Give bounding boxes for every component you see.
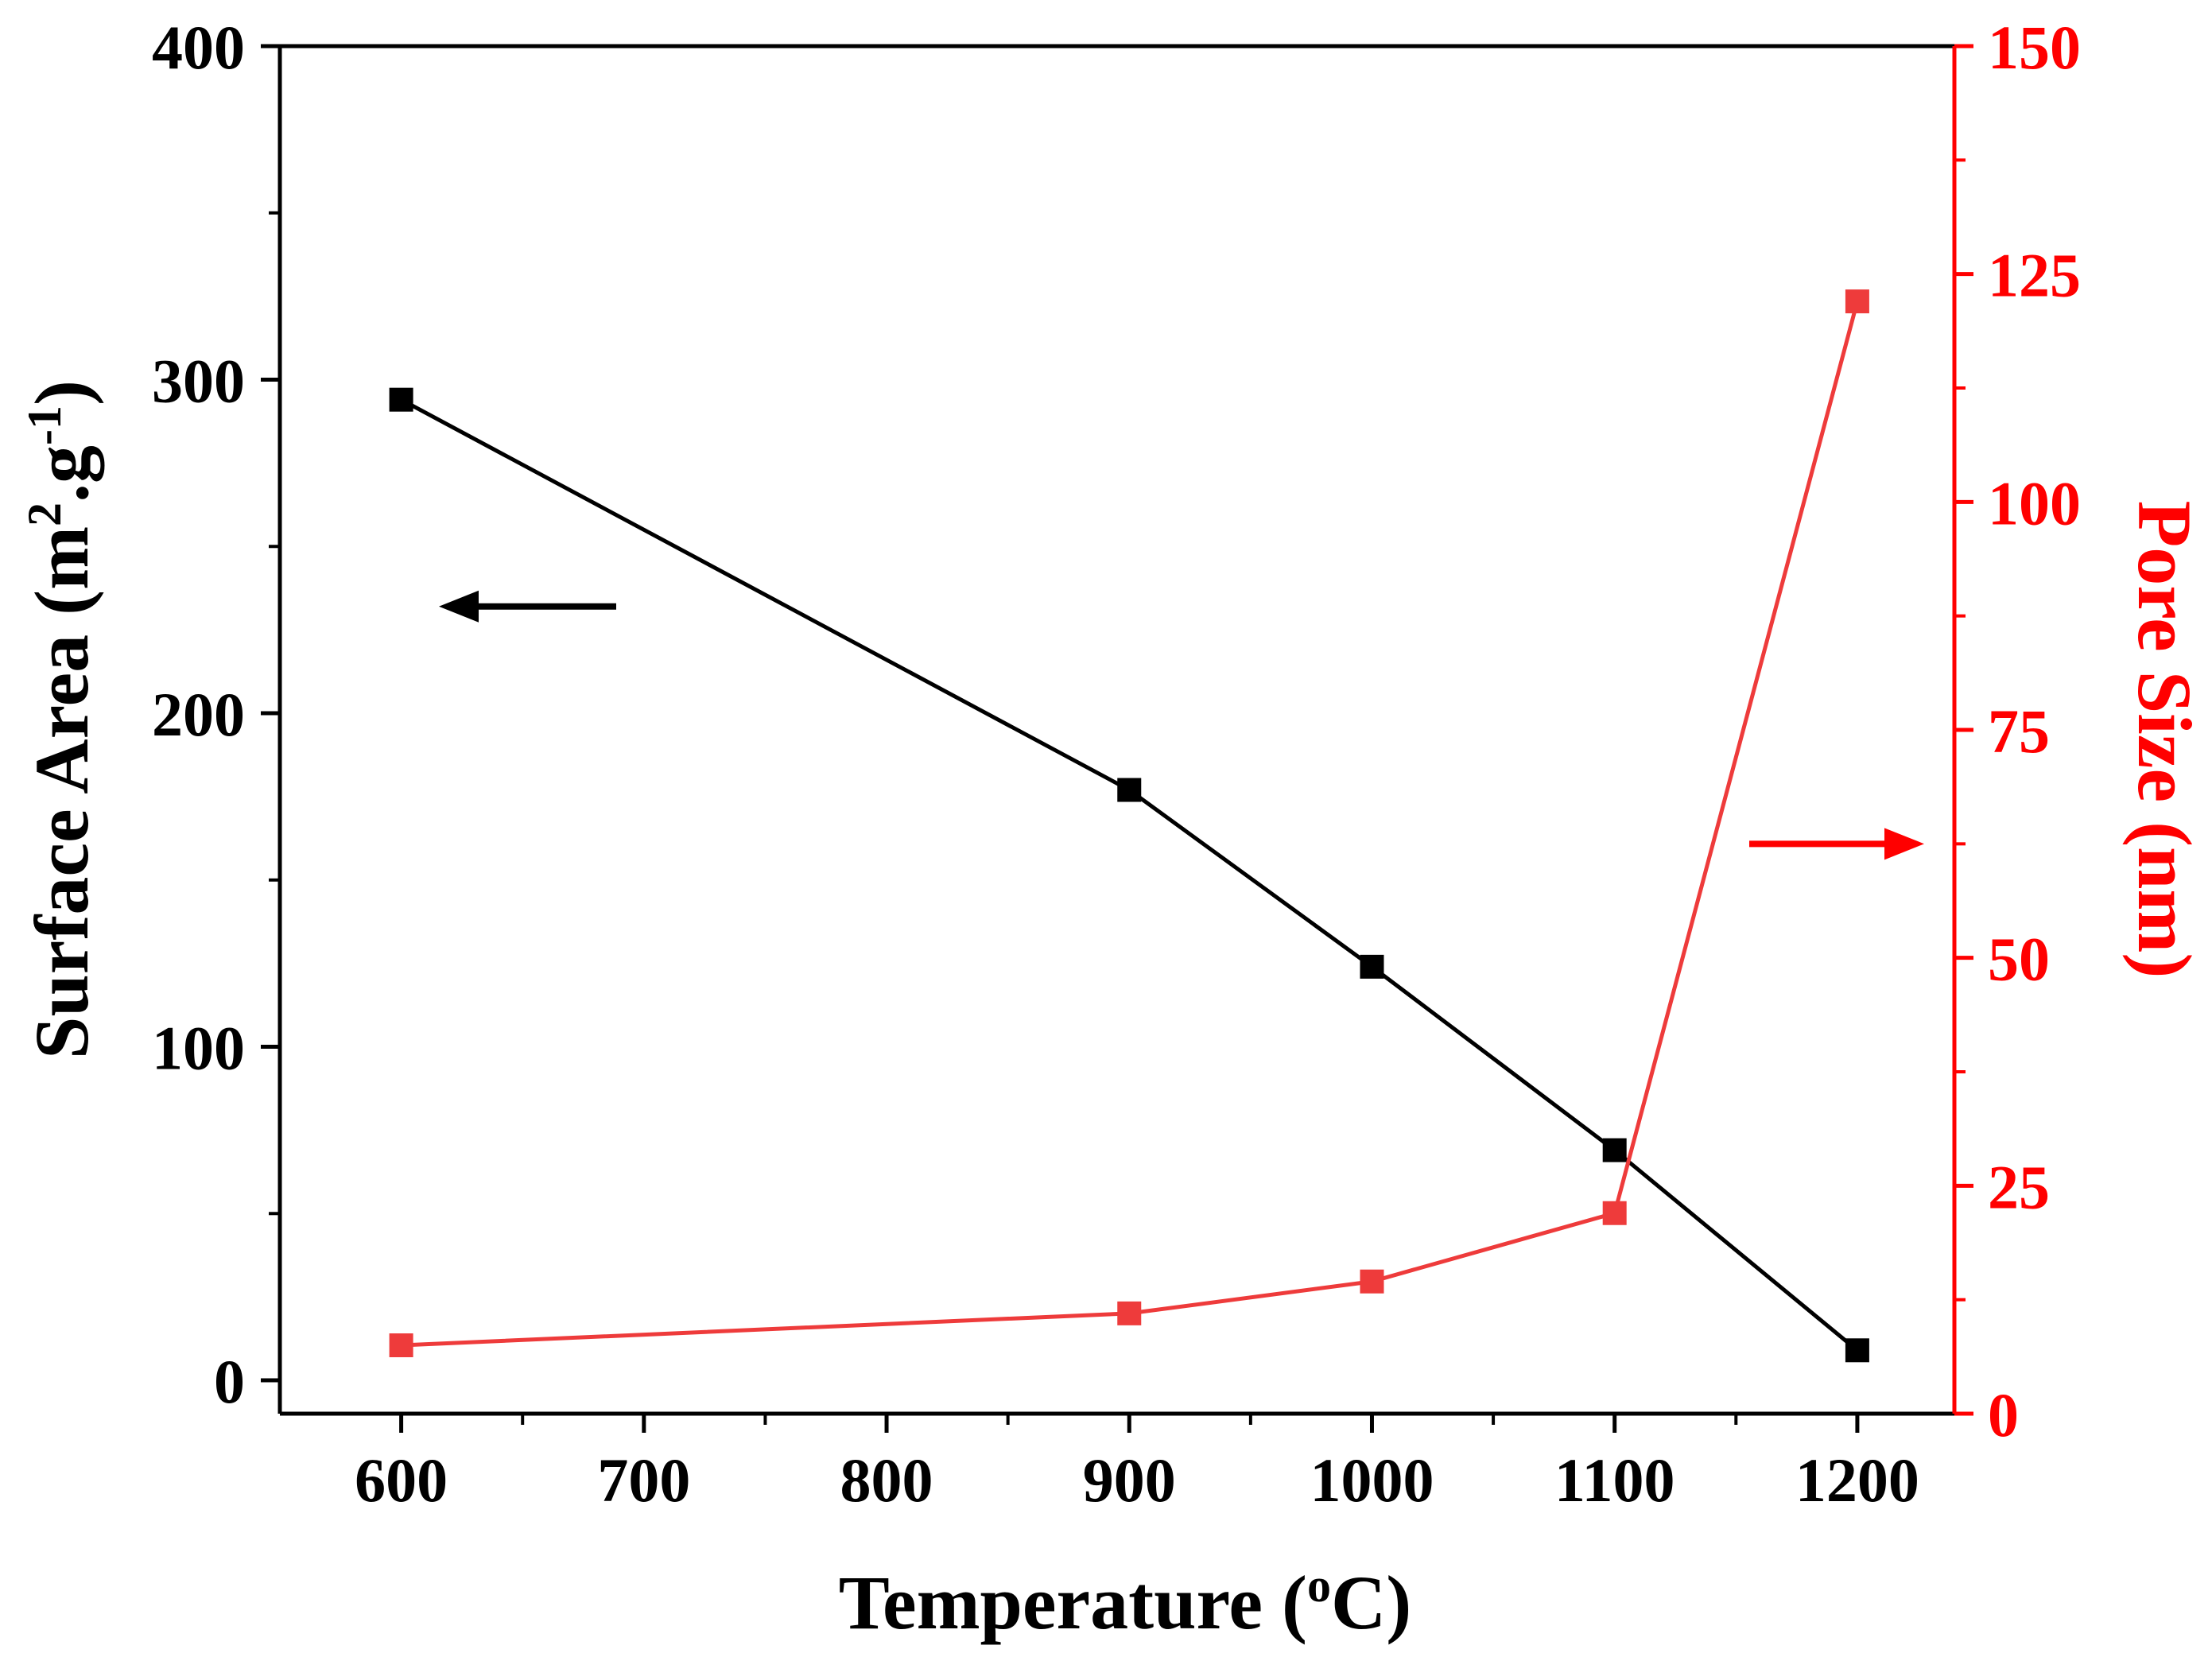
y-left-tick-label: 100 — [152, 1014, 245, 1083]
y-left-tick-label: 300 — [152, 347, 245, 416]
y-right-tick-label: 25 — [1988, 1152, 2050, 1221]
x-tick-label: 900 — [1083, 1445, 1176, 1515]
left-arrow-head — [439, 590, 479, 623]
y-left-tick-label: 200 — [152, 680, 245, 749]
x-tick-label: 600 — [355, 1445, 448, 1515]
annotations-group — [439, 590, 1924, 860]
y-right-tick-label: 100 — [1988, 468, 2081, 537]
y-right-tick-label: 50 — [1988, 925, 2050, 994]
x-tick-label: 1100 — [1554, 1445, 1675, 1515]
surface-area-point — [1845, 1338, 1869, 1363]
surface-area-point — [1117, 778, 1142, 802]
surface-area-point — [1360, 954, 1384, 979]
surface-area-point — [389, 387, 413, 412]
surface-area-point — [1602, 1138, 1627, 1162]
x-tick-label: 800 — [840, 1445, 933, 1515]
series-group — [389, 289, 1869, 1363]
y-right-axis-title: Pore Size (nm) — [2122, 501, 2207, 979]
y-right-tick-label: 125 — [1988, 241, 2081, 310]
x-axis-title: Temperature (oC) — [839, 1559, 1412, 1645]
pore-size-line — [401, 301, 1860, 1348]
y-right-tick-label: 0 — [1988, 1380, 2019, 1449]
x-tick-label: 1000 — [1310, 1445, 1434, 1515]
y-right-tick-label: 150 — [1988, 13, 2081, 82]
plot-frame-group — [277, 44, 1957, 1416]
x-tick-label: 1200 — [1795, 1445, 1919, 1515]
pore-size-point — [1117, 1301, 1142, 1325]
pore-size-point — [1360, 1269, 1384, 1294]
ticks-group: 600 700 800 900 1000 1100 1200 0 100 200 300 400 0 25… — [152, 13, 2081, 1515]
surface-area-line — [400, 398, 1859, 1352]
pore-size-point — [389, 1333, 413, 1357]
pore-size-point — [1845, 289, 1869, 314]
right-arrow-head — [1884, 828, 1924, 860]
y-right-tick-label: 75 — [1988, 697, 2050, 766]
pore-size-point — [1602, 1201, 1627, 1225]
y-left-tick-label: 0 — [214, 1347, 245, 1416]
y-left-tick-label: 400 — [152, 13, 245, 82]
x-tick-label: 700 — [597, 1445, 690, 1515]
y-left-axis-title: Surface Area (m2.g-1) — [18, 380, 104, 1059]
